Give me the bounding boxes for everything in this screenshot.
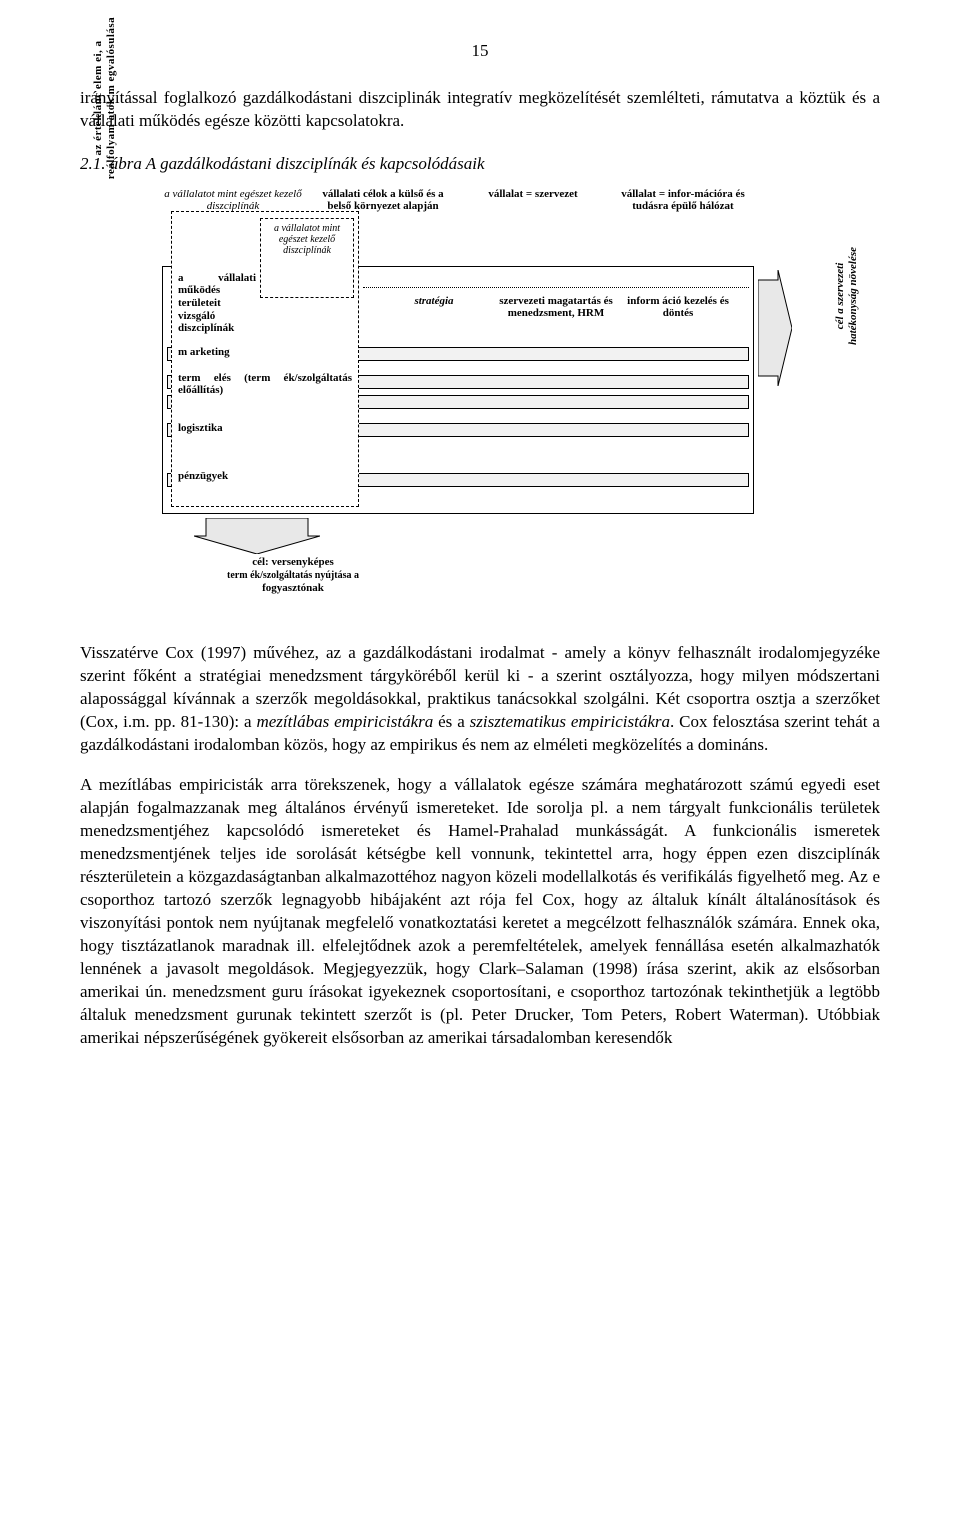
left-axis-label: az értéklánc elem ei, a reálfolyam atok … bbox=[92, 0, 117, 238]
diagram: az értéklánc elem ei, a reálfolyam atok … bbox=[80, 188, 880, 568]
row-logisztika: logisztika bbox=[178, 422, 352, 434]
right-arrow-icon bbox=[758, 270, 792, 386]
bottom-caption: cél: versenyképes term ék/szolgáltatás n… bbox=[178, 556, 408, 596]
top-col-3: vállalat = szervezet bbox=[462, 188, 604, 213]
row-marketing: m arketing bbox=[178, 346, 352, 358]
right-axis-label-line1: cél a szervezeti bbox=[834, 262, 846, 329]
bottom-caption-l3: fogyasztónak bbox=[262, 582, 324, 594]
down-arrow-icon bbox=[194, 518, 320, 554]
top-labels: a vállalatot mint egészet kezelő diszcip… bbox=[162, 188, 754, 213]
disciplines-text: a vállalati működés területeit vizsgáló … bbox=[178, 272, 256, 335]
top-col-4: vállalat = infor-mációra és tudásra épül… bbox=[612, 188, 754, 213]
disciplines-box: a vállalatot mint egészet kezelő diszcip… bbox=[171, 211, 359, 507]
para1-em1: mezítlábas empiricistákra bbox=[256, 712, 433, 731]
row-termeles: term elés (term ék/szolgáltatás előállít… bbox=[178, 372, 352, 396]
diagram-board: a vállalatot mint egészet kezelő diszcip… bbox=[162, 266, 754, 514]
col-strategia: stratégia bbox=[375, 295, 493, 308]
bottom-caption-l1: cél: versenyképes bbox=[252, 556, 334, 568]
bottom-caption-l2: term ék/szolgáltatás nyújtása a bbox=[227, 570, 359, 581]
dotted-divider bbox=[363, 287, 749, 288]
col-szervezeti: szervezeti magatartás és menedzsment, HR… bbox=[497, 295, 615, 320]
col-informacio: inform áció kezelés és döntés bbox=[619, 295, 737, 320]
figure-caption: 2.1. ábra A gazdálkodástani diszciplínák… bbox=[80, 153, 880, 176]
intro-paragraph: irányítással foglalkozó gazdálkodástani … bbox=[80, 87, 880, 133]
paragraph-2: A mezítlábas empiricisták arra törekszen… bbox=[80, 774, 880, 1049]
right-axis-label-line2: hatékonyság növelése bbox=[847, 247, 859, 345]
left-axis-label-line2: reálfolyam atok m egvalósulása bbox=[105, 17, 117, 179]
para1-b: és a bbox=[433, 712, 469, 731]
paragraph-1: Visszatérve Cox (1997) művéhez, az a gaz… bbox=[80, 642, 880, 757]
top-col-1: a vállalatot mint egészet kezelő diszcip… bbox=[162, 188, 304, 213]
disciplines-sub-box: a vállalatot mint egészet kezelő diszcip… bbox=[260, 218, 354, 298]
left-axis-label-line1: az értéklánc elem ei, a bbox=[92, 40, 104, 155]
page-number: 15 bbox=[80, 40, 880, 63]
para1-em2: szisztematikus empiricistákra bbox=[470, 712, 670, 731]
right-axis-label: cél a szervezeti hatékonyság növelése bbox=[834, 216, 859, 376]
row-penzugyek: pénzügyek bbox=[178, 470, 352, 482]
top-col-2: vállalati célok a külső és a belső körny… bbox=[312, 188, 454, 213]
